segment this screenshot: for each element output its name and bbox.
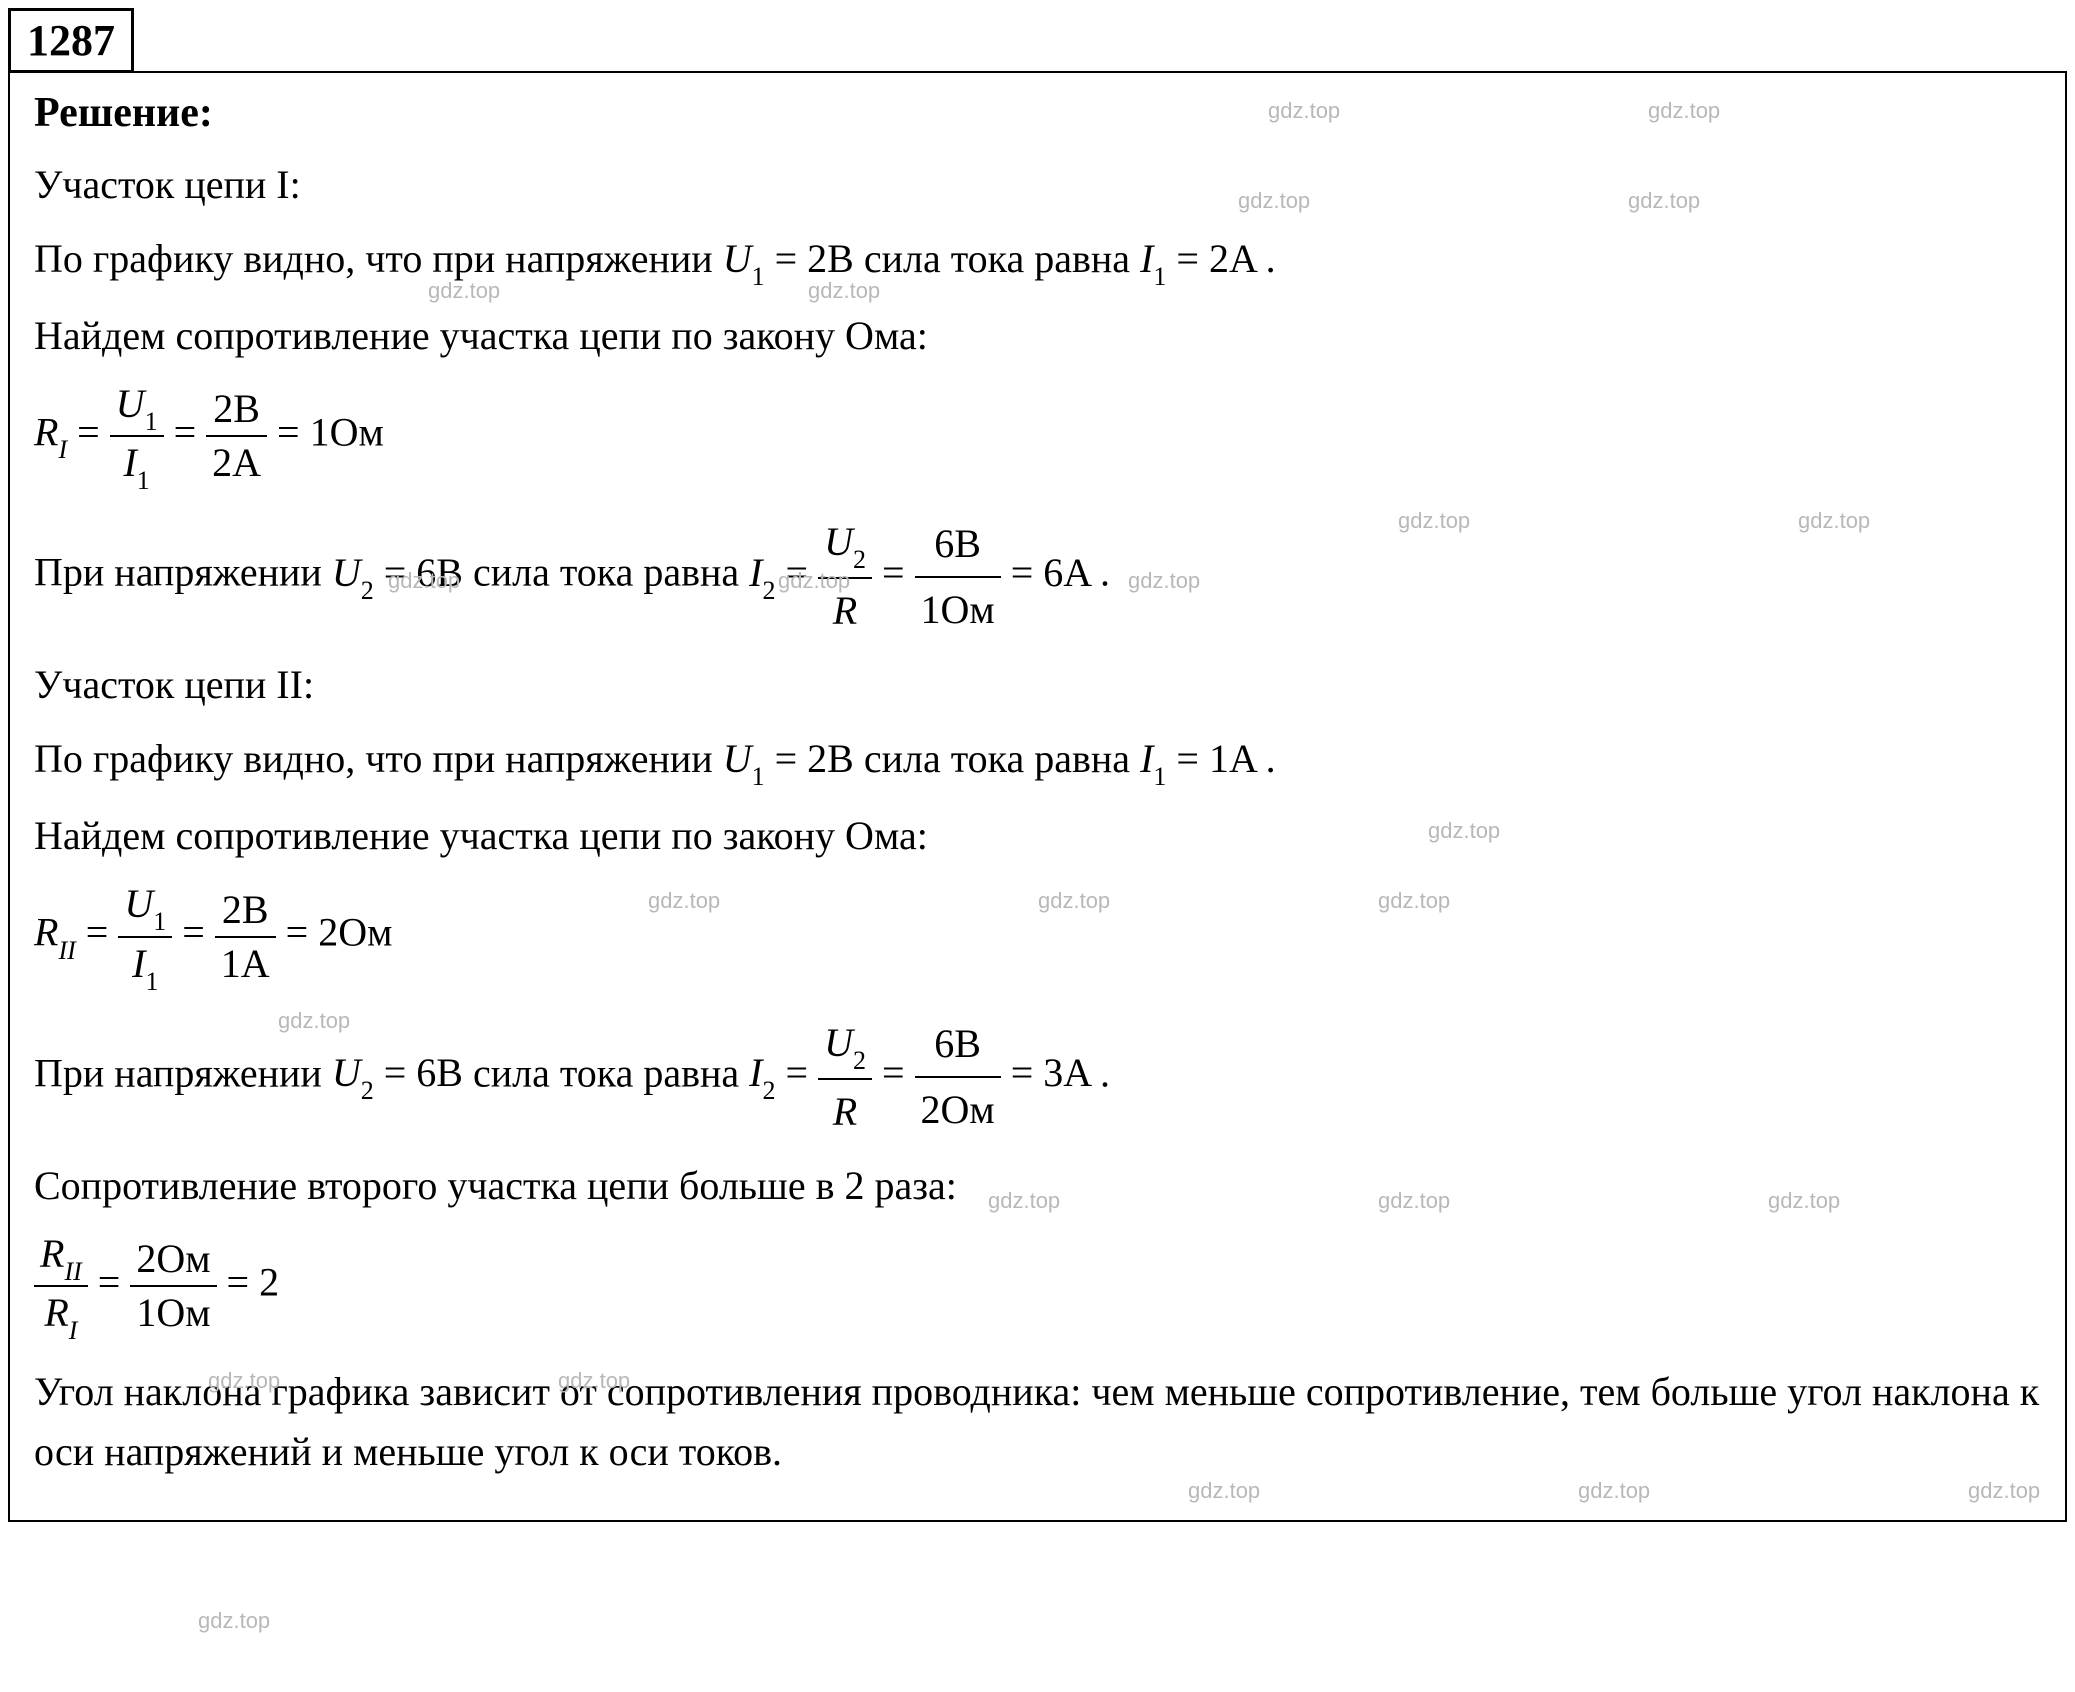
- formula-u2b: U2 = 6B: [332, 1050, 463, 1095]
- text-ohm-1: Найдем сопротивление участка цепи по зак…: [34, 306, 2041, 366]
- fraction: U1 I1: [110, 380, 164, 492]
- text-circuit-2: Участок цепи II:: [34, 655, 2041, 715]
- fraction: 2Ом 1Ом: [130, 1235, 216, 1337]
- formula-r1: RI = U1 I1 = 2B 2A = 1Ом: [34, 380, 2041, 492]
- text-ohm-2: Найдем сопротивление участка цепи по зак…: [34, 806, 2041, 866]
- problem-number: 1287: [27, 16, 115, 65]
- formula-i1b: I1 = 1A: [1140, 736, 1256, 781]
- solution-box: Решение: Участок цепи I: По графику видн…: [8, 71, 2067, 1522]
- text-voltage-1: При напряжении U2 = 6B сила тока равна I…: [34, 512, 2041, 641]
- text-fragment: сила тока равна: [473, 1050, 749, 1095]
- problem-number-box: 1287: [8, 8, 134, 73]
- fraction: U2 R: [818, 1013, 872, 1142]
- text-voltage-2: При напряжении U2 = 6B сила тока равна I…: [34, 1013, 2041, 1142]
- formula-ratio: RII RI = 2Ом 1Ом = 2: [34, 1230, 2041, 1342]
- formula-u2: U2 = 6B: [332, 550, 463, 595]
- formula-i2-c2: I2 = U2 R = 6B 2Ом = 3A: [749, 1050, 1100, 1095]
- fraction: 6B 1Ом: [915, 514, 1001, 640]
- watermark: gdz.top: [198, 1608, 270, 1634]
- solution-heading: Решение:: [34, 89, 2041, 137]
- text-fragment: сила тока равна: [473, 550, 749, 595]
- text-ratio: Сопротивление второго участка цепи больш…: [34, 1156, 2041, 1216]
- document-container: gdz.topgdz.topgdz.topgdz.topgdz.topgdz.t…: [8, 8, 2067, 1522]
- fraction: RII RI: [34, 1230, 88, 1342]
- text-fragment: сила тока равна: [864, 736, 1140, 781]
- text-fragment: По графику видно, что при напряжении: [34, 236, 723, 281]
- text-fragment: При напряжении: [34, 1050, 332, 1095]
- text-fragment: При напряжении: [34, 550, 332, 595]
- fraction: U1 I1: [118, 880, 172, 992]
- fraction: 2B 2A: [206, 385, 267, 487]
- text-fragment: По графику видно, что при напряжении: [34, 736, 723, 781]
- text-circuit-1: Участок цепи I:: [34, 155, 2041, 215]
- formula-r2: RII = U1 I1 = 2B 1A = 2Ом: [34, 880, 2041, 992]
- text-graph-2: По графику видно, что при напряжении U1 …: [34, 729, 2041, 792]
- formula-u1b: U1 = 2B: [723, 736, 854, 781]
- fraction: U2 R: [818, 512, 872, 641]
- formula-i2-c1: I2 = U2 R = 6B 1Ом = 6A: [749, 550, 1100, 595]
- fraction: 6B 2Ом: [915, 1014, 1001, 1140]
- text-fragment: сила тока равна: [864, 236, 1140, 281]
- text-conclusion: Угол наклона графика зависит от сопротив…: [34, 1362, 2041, 1482]
- formula-i1: I1 = 2A: [1140, 236, 1256, 281]
- fraction: 2B 1A: [215, 886, 276, 988]
- text-graph-1: По графику видно, что при напряжении U1 …: [34, 229, 2041, 292]
- formula-u1: U1 = 2B: [723, 236, 854, 281]
